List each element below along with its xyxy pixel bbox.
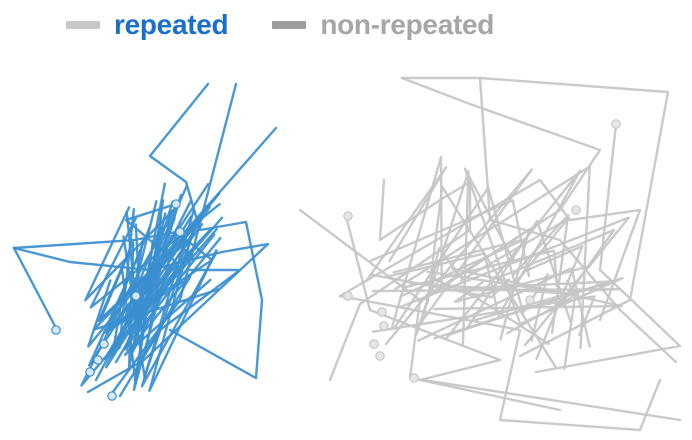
non-repeated-path [344, 214, 562, 412]
non-repeated-path [506, 279, 577, 335]
non-repeated-endpoint [343, 291, 353, 301]
non-repeated-endpoint [571, 205, 581, 215]
non-repeated-path [298, 208, 682, 422]
non-repeated-path [338, 178, 642, 322]
legend-item-non-repeated[interactable]: non-repeated [272, 9, 494, 41]
non-repeated-path [400, 76, 670, 358]
repeated-endpoint [107, 391, 117, 401]
non-repeated-endpoint [409, 373, 419, 383]
non-repeated-path [371, 287, 620, 293]
non-repeated-path [478, 76, 678, 364]
repeated-trajectories [12, 82, 278, 401]
legend-swatch-repeated [66, 21, 100, 29]
non-repeated-path [463, 167, 523, 328]
non-repeated-path [394, 165, 591, 350]
repeated-path [131, 214, 205, 304]
repeated-endpoint [99, 339, 109, 349]
non-repeated-endpoint [611, 119, 621, 129]
non-repeated-path [495, 228, 616, 308]
non-repeated-path [453, 265, 591, 303]
non-repeated-endpoint [377, 307, 387, 317]
repeated-endpoint [93, 355, 103, 365]
non-repeated-path [417, 227, 531, 341]
repeated-path [80, 253, 193, 387]
non-repeated-endpoint [369, 339, 379, 349]
repeated-path [121, 226, 211, 324]
non-repeated-path [400, 216, 630, 347]
legend-item-repeated[interactable]: repeated [66, 9, 229, 41]
legend-label-repeated: repeated [114, 9, 229, 40]
non-repeated-endpoint [375, 351, 385, 361]
repeated-endpoint [131, 291, 141, 301]
legend-label-non-repeated: non-repeated [320, 9, 495, 40]
non-repeated-endpoint [379, 321, 389, 331]
non-repeated-path [512, 213, 570, 334]
repeated-path [12, 246, 58, 330]
repeated-path [148, 82, 264, 380]
non-repeated-path [444, 169, 582, 340]
non-repeated-path [390, 155, 443, 331]
repeated-path [118, 268, 242, 398]
repeated-endpoint [171, 199, 181, 209]
non-repeated-path [365, 166, 448, 283]
repeated-path [84, 204, 180, 302]
repeated-endpoint [85, 367, 95, 377]
non-repeated-endpoint [525, 295, 535, 305]
non-repeated-path [369, 273, 511, 299]
non-repeated-trajectories [298, 76, 682, 432]
repeated-path [92, 218, 220, 331]
non-repeated-path [392, 238, 526, 297]
legend: repeated non-repeated [66, 8, 494, 42]
non-repeated-path [420, 246, 463, 326]
legend-swatch-non-repeated [272, 21, 307, 29]
non-repeated-path [417, 266, 591, 348]
repeated-endpoint [175, 227, 185, 237]
non-repeated-path [387, 252, 500, 315]
repeated-path [12, 242, 270, 394]
repeated-path [103, 215, 218, 361]
non-repeated-path [534, 122, 682, 374]
non-repeated-endpoint [343, 211, 353, 221]
repeated-endpoint [51, 325, 61, 335]
non-repeated-path [521, 244, 584, 361]
